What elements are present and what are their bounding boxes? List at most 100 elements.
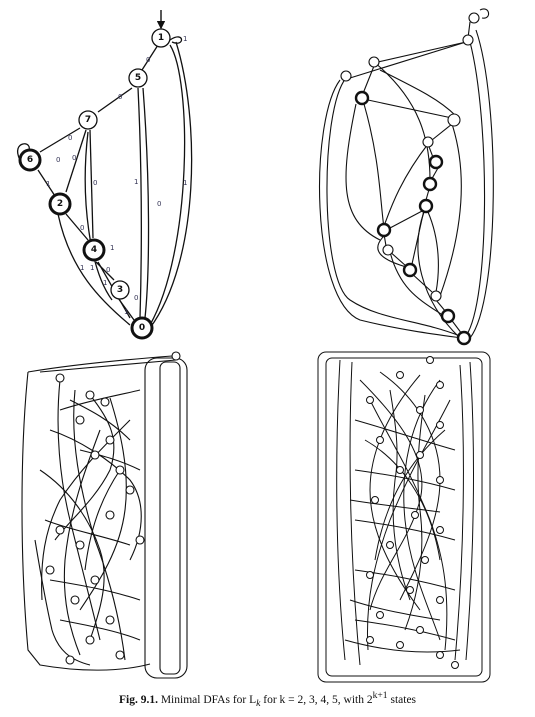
edge-label: 1 (110, 244, 114, 252)
edge (57, 213, 131, 326)
svg-text:6: 6 (27, 155, 33, 165)
edge (27, 355, 173, 373)
edge-label: 1 (134, 178, 138, 186)
edge (354, 569, 456, 591)
edge (354, 619, 456, 641)
edge (349, 499, 441, 513)
svg-text:7: 7 (85, 115, 91, 125)
state-6: 6 (18, 148, 42, 172)
edge (363, 103, 385, 229)
state-node (340, 12, 480, 346)
dfa-figure: 1 0 1 0 0 1 0 0 0 0 1 0 1 1 0 1 1 0 1 1 … (17, 8, 494, 683)
edge (44, 519, 131, 546)
edge (364, 439, 441, 561)
edge (41, 419, 131, 601)
edge (344, 639, 461, 653)
edge (325, 357, 483, 677)
edge (389, 389, 411, 601)
state-1: 1 (151, 28, 171, 48)
caption-suffix: states (387, 693, 417, 706)
edge (465, 41, 486, 337)
edge (465, 361, 474, 661)
svg-text:5: 5 (135, 73, 141, 83)
state-node (45, 351, 181, 665)
edge-label: 0 (146, 56, 150, 64)
edge (336, 359, 346, 661)
edge (349, 41, 467, 79)
edge-label: 0 (134, 294, 138, 302)
dfa-k3-panel (319, 8, 494, 346)
caption-superscript: k+1 (372, 690, 388, 701)
edge-label: 0 (56, 156, 60, 164)
edge-label: 0 (68, 134, 72, 142)
edge (349, 361, 361, 666)
edge (141, 44, 159, 71)
edge (354, 519, 456, 541)
edge (379, 69, 457, 117)
svg-text:4: 4 (91, 245, 97, 255)
edge (59, 389, 141, 411)
caption-mid: for k = 2, 3, 4, 5, with 2 (260, 693, 373, 706)
edge-label: 0 (72, 154, 76, 162)
edge (367, 399, 451, 651)
edge (389, 251, 445, 317)
edge (63, 429, 101, 656)
edge (373, 61, 431, 181)
edge (84, 131, 113, 301)
edge-label: 1 (90, 264, 94, 272)
edge (117, 297, 135, 321)
edge (137, 87, 142, 319)
caption-subscript: k (256, 698, 261, 710)
edge (142, 87, 150, 319)
edge (431, 123, 453, 141)
edge (37, 169, 56, 197)
caption-prefix: Fig. 9.1. (118, 693, 158, 706)
edge (95, 261, 115, 281)
edge-label: 1 (124, 308, 128, 316)
edge (39, 359, 177, 373)
edge (349, 599, 441, 621)
dfa-k5-panel (317, 351, 491, 683)
dfa-k4-panel (21, 351, 188, 679)
svg-text:1: 1 (158, 33, 164, 43)
svg-text:0: 0 (139, 323, 145, 333)
edge (427, 211, 439, 293)
edge (39, 127, 81, 153)
edge (354, 469, 456, 491)
edge-label: 0 (157, 200, 161, 208)
edge (374, 429, 446, 561)
edge (454, 364, 464, 661)
caption-text: Minimal DFAs for L (160, 693, 257, 706)
state-node (366, 356, 459, 669)
state-4: 4 (82, 238, 106, 262)
edge (65, 129, 87, 193)
edge (319, 79, 463, 339)
state-3: 3 (110, 280, 130, 300)
edge (59, 619, 141, 641)
edge-label: 0 (80, 224, 84, 232)
edge-label: 1 (183, 179, 187, 187)
edge (361, 65, 375, 97)
edge (159, 361, 181, 675)
edge (404, 394, 426, 631)
edge-label: 1 (103, 279, 107, 287)
edge (369, 374, 421, 611)
state-2: 2 (48, 192, 72, 216)
edge (149, 41, 193, 329)
edge (317, 351, 491, 683)
edge (377, 41, 467, 63)
edge (97, 87, 133, 113)
svg-text:2: 2 (57, 199, 63, 209)
edge (39, 469, 105, 641)
edge (144, 357, 188, 679)
edge-label: 0 (118, 93, 122, 101)
edge (65, 213, 89, 241)
edge (403, 379, 441, 641)
edge (439, 123, 462, 297)
svg-text:3: 3 (117, 285, 123, 295)
edge (383, 143, 429, 227)
edge (417, 211, 461, 339)
edge (49, 579, 141, 601)
edge (479, 8, 490, 19)
edge-label: 0 (93, 179, 97, 187)
